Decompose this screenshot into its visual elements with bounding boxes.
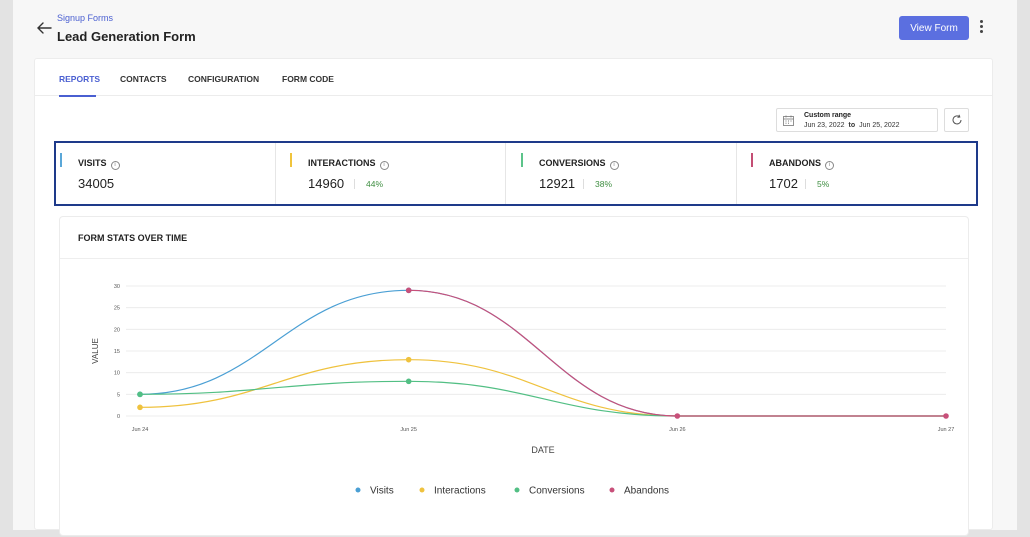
active-tab-indicator: [59, 95, 96, 97]
y-tick-label: 30: [114, 284, 120, 290]
info-icon[interactable]: i: [825, 161, 835, 170]
stat-label: INTERACTIONS i: [308, 158, 389, 170]
legend-marker-visits: [355, 487, 361, 493]
y-tick-label: 20: [114, 327, 120, 333]
refresh-button[interactable]: [944, 108, 969, 132]
back-arrow-icon[interactable]: [34, 18, 54, 38]
tab-reports[interactable]: REPORTS: [59, 74, 101, 84]
chart-title: FORM STATS OVER TIME: [78, 233, 188, 243]
stats-summary: VISITS i 34005 INTERACTIONS i 14960 44% CO…: [54, 141, 978, 206]
stat-value: 1702: [769, 176, 798, 191]
refresh-icon: [952, 114, 962, 125]
stat-percentage: 38%: [583, 179, 612, 189]
stat-color-bar: [60, 153, 62, 167]
y-tick-label: 5: [117, 392, 120, 398]
stat-percentage: 44%: [354, 179, 383, 189]
data-point-interactions: [137, 404, 143, 411]
page-title: Lead Generation Form: [57, 29, 196, 44]
info-icon[interactable]: i: [379, 161, 389, 170]
y-tick-label: 10: [114, 371, 120, 377]
date-range-separator: to: [848, 122, 856, 129]
chart-divider: [60, 258, 968, 259]
legend-marker-abandons: [609, 487, 615, 493]
form-stats-line-chart: 0 5 10 15 20 25 30 Jun 24 Jun 25 Jun 26 Jun 27 DATE…: [91, 284, 955, 497]
legend-label-abandons: Abandons: [624, 486, 669, 497]
date-range-values: Jun 23, 2022 to Jun 25, 2022: [804, 122, 900, 129]
stat-value: 12921: [539, 176, 576, 191]
stat-label: ABANDONS i: [769, 158, 835, 170]
legend-marker-interactions: [419, 487, 425, 493]
date-range-end: Jun 25, 2022: [859, 122, 900, 129]
stat-conversions: CONVERSIONS i 12921 38%: [517, 143, 737, 204]
tab-bar: REPORTS CONTACTS CONFIGURATION FORM CODE: [35, 59, 992, 97]
date-range-start: Jun 23, 2022: [804, 122, 845, 129]
legend-label-visits: Visits: [370, 486, 394, 497]
info-icon[interactable]: i: [609, 161, 619, 170]
x-axis-label: DATE: [531, 445, 554, 455]
more-options-icon[interactable]: [975, 18, 987, 38]
data-point-interactions: [405, 356, 412, 363]
stat-color-bar: [290, 153, 292, 167]
series-line-abandons: [408, 289, 946, 417]
legend-label-interactions: Interactions: [434, 486, 486, 497]
stat-interactions: INTERACTIONS i 14960 44%: [286, 143, 506, 204]
data-point-abandons: [405, 287, 412, 294]
legend-label-conversions: Conversions: [529, 486, 585, 497]
tab-configuration[interactable]: CONFIGURATION: [188, 74, 260, 84]
data-point-conversions: [137, 391, 143, 398]
x-tick-label: Jun 27: [938, 427, 955, 433]
report-card: REPORTS CONTACTS CONFIGURATION FORM CODE…: [34, 58, 993, 536]
series-line-interactions: [139, 359, 946, 417]
date-range-label: Custom range: [804, 112, 852, 119]
stat-color-bar: [751, 153, 753, 167]
stat-percentage: 5%: [805, 179, 829, 189]
page: Signup Forms Lead Generation Form View F…: [13, 0, 1017, 536]
stat-label: VISITS i: [78, 158, 120, 170]
stat-visits: VISITS i 34005: [56, 143, 276, 204]
data-point-abandons: [943, 413, 949, 419]
stat-abandons: ABANDONS i 1702 5%: [747, 143, 976, 204]
y-tick-label: 25: [114, 306, 120, 312]
x-tick-label: Jun 24: [132, 427, 149, 433]
tab-form-code[interactable]: FORM CODE: [282, 74, 334, 84]
y-axis-label: VALUE: [91, 338, 100, 364]
legend-marker-conversions: [514, 487, 520, 493]
data-point-conversions: [405, 378, 412, 385]
stat-value: 34005: [78, 176, 115, 191]
y-tick-label: 15: [114, 349, 120, 355]
tab-contacts[interactable]: CONTACTS: [120, 74, 167, 84]
series-line-conversions: [139, 380, 946, 417]
data-point-abandons: [674, 413, 681, 419]
calendar-icon: [783, 115, 794, 126]
form-stats-chart-card: FORM STATS OVER TIME 0 5 10 15 20 25 30 Jun 24 J…: [59, 216, 969, 536]
date-range-picker[interactable]: Custom range Jun 23, 2022 to Jun 25, 2022: [776, 108, 938, 132]
breadcrumb[interactable]: Signup Forms: [57, 13, 114, 23]
x-tick-label: Jun 26: [669, 427, 686, 433]
stat-label: CONVERSIONS i: [539, 158, 619, 170]
x-tick-label: Jun 25: [400, 427, 417, 433]
info-icon[interactable]: i: [110, 161, 120, 170]
stat-color-bar: [521, 153, 523, 167]
y-tick-label: 0: [117, 414, 120, 420]
stat-value: 14960: [308, 176, 345, 191]
view-form-button[interactable]: View Form: [899, 16, 969, 40]
